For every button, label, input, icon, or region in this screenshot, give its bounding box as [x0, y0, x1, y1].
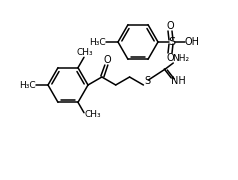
Text: S: S	[144, 76, 150, 86]
Text: NH: NH	[171, 76, 186, 86]
Text: H₃C: H₃C	[89, 37, 105, 46]
Text: NH₂: NH₂	[172, 53, 189, 62]
Text: CH₃: CH₃	[85, 110, 101, 119]
Text: O: O	[166, 21, 174, 31]
Text: H₃C: H₃C	[19, 80, 35, 89]
Text: CH₃: CH₃	[77, 48, 93, 57]
Text: S: S	[169, 37, 176, 47]
Text: O: O	[166, 53, 174, 63]
Text: OH: OH	[184, 37, 199, 47]
Text: O: O	[103, 55, 111, 65]
